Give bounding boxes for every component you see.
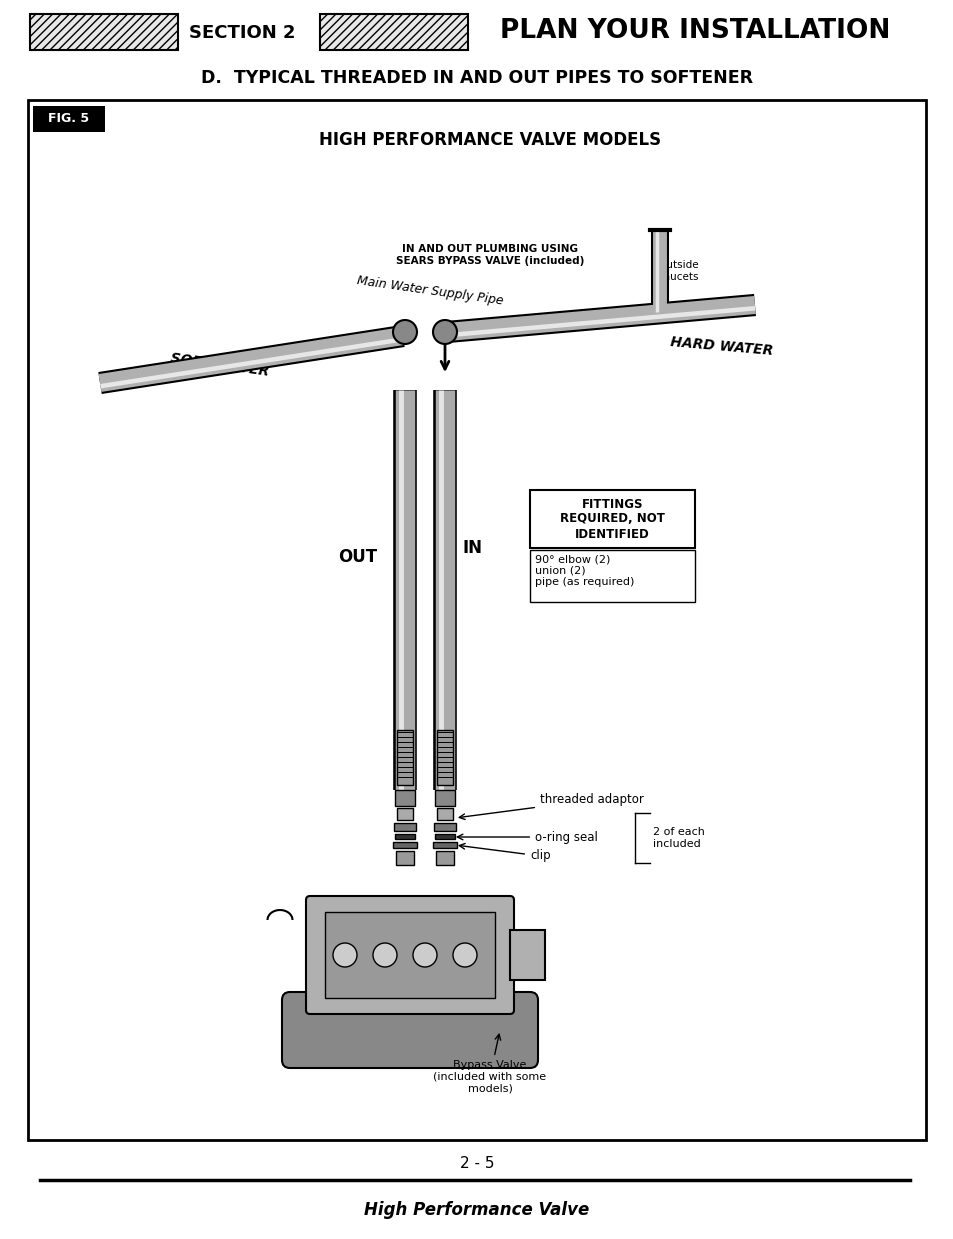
Text: 2 of each
included: 2 of each included	[652, 828, 704, 849]
Text: HIGH PERFORMANCE VALVE MODELS: HIGH PERFORMANCE VALVE MODELS	[318, 131, 660, 149]
Bar	[433, 843, 456, 847]
Text: SECTION 2: SECTION 2	[189, 24, 294, 42]
Text: Bypass Valve
(included with some
models): Bypass Valve (included with some models)	[433, 1035, 546, 1093]
Text: HARD WATER: HARD WATER	[669, 336, 773, 358]
Bar	[510, 930, 544, 980]
Text: OUT: OUT	[337, 548, 376, 566]
Bar	[396, 808, 413, 820]
FancyBboxPatch shape	[306, 896, 514, 1014]
Circle shape	[453, 943, 476, 966]
Bar	[436, 730, 453, 786]
Text: D.  TYPICAL THREADED IN AND OUT PIPES TO SOFTENER: D. TYPICAL THREADED IN AND OUT PIPES TO …	[201, 69, 752, 87]
Bar	[395, 851, 414, 865]
Bar	[395, 790, 415, 807]
Circle shape	[373, 943, 396, 966]
Text: 90° elbow (2)
union (2)
pipe (as required): 90° elbow (2) union (2) pipe (as require…	[535, 554, 634, 587]
Bar	[435, 790, 455, 807]
Bar	[325, 912, 495, 997]
Bar	[28, 100, 925, 1140]
Bar	[530, 489, 695, 548]
Text: clip: clip	[458, 844, 550, 862]
Text: PLAN YOUR INSTALLATION: PLAN YOUR INSTALLATION	[499, 19, 889, 45]
Circle shape	[433, 320, 456, 344]
Text: High Performance Valve: High Performance Valve	[364, 1201, 589, 1219]
Bar	[33, 107, 105, 133]
Bar	[395, 834, 415, 839]
Text: IN: IN	[462, 539, 482, 558]
Text: IN AND OUT PLUMBING USING
SEARS BYPASS VALVE (included): IN AND OUT PLUMBING USING SEARS BYPASS V…	[395, 244, 583, 266]
Bar	[393, 843, 416, 847]
Text: SOFT WATER: SOFT WATER	[170, 351, 270, 379]
Text: outside
faucets: outside faucets	[660, 260, 699, 281]
Bar	[30, 14, 178, 50]
Text: threaded adaptor: threaded adaptor	[458, 793, 643, 819]
Bar	[394, 823, 416, 831]
Text: o-ring seal: o-ring seal	[456, 830, 598, 844]
Circle shape	[413, 943, 436, 966]
Bar	[436, 851, 454, 865]
Text: FITTINGS
REQUIRED, NOT
IDENTIFIED: FITTINGS REQUIRED, NOT IDENTIFIED	[559, 498, 664, 540]
Bar	[435, 834, 455, 839]
Text: Main Water Supply Pipe: Main Water Supply Pipe	[355, 275, 503, 309]
Bar	[396, 730, 413, 786]
Bar	[530, 550, 695, 602]
FancyBboxPatch shape	[282, 992, 537, 1068]
Circle shape	[393, 320, 416, 344]
Text: 2 - 5: 2 - 5	[459, 1156, 494, 1171]
Bar	[436, 808, 453, 820]
Circle shape	[333, 943, 356, 966]
Text: FIG. 5: FIG. 5	[49, 113, 90, 125]
Bar	[319, 14, 468, 50]
Bar	[434, 823, 456, 831]
